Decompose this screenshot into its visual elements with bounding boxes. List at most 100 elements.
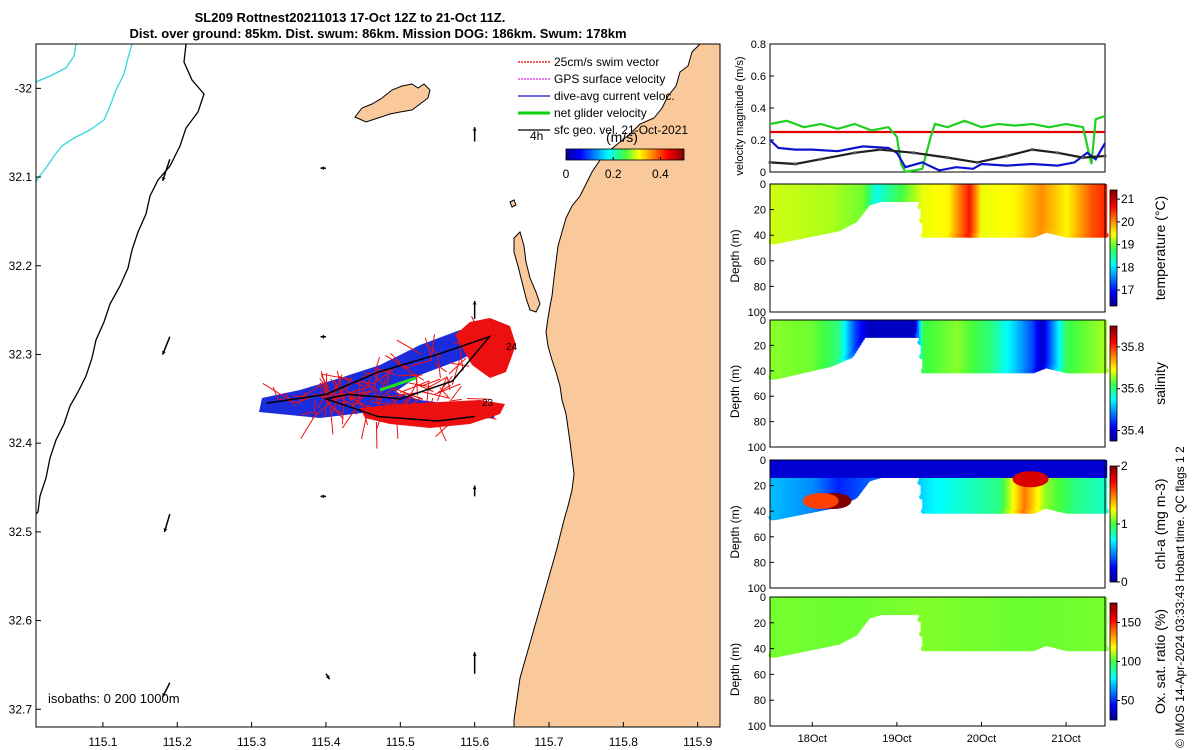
section-cell	[1027, 184, 1030, 236]
section-cell	[1008, 320, 1011, 371]
section-ytick: 20	[754, 481, 766, 493]
section-ytick: 60	[754, 391, 766, 403]
section-surface-cell	[1008, 460, 1011, 478]
velocity-ytick: 0.2	[751, 135, 766, 147]
section-cell	[1006, 597, 1010, 649]
section-cell	[1083, 184, 1086, 236]
section-cell	[824, 597, 827, 645]
section-cell	[786, 597, 790, 653]
section-surface-cell	[776, 460, 779, 478]
section-cell	[1084, 184, 1087, 236]
section-cell	[1067, 184, 1070, 236]
section-cell	[839, 184, 842, 228]
section-surface-cell	[966, 460, 969, 478]
section-cell	[803, 184, 807, 236]
swim-vector	[320, 375, 329, 389]
section-cell	[942, 597, 945, 649]
section-surface-cell	[1005, 460, 1008, 478]
section-surface-cell	[1084, 460, 1087, 478]
section-cell	[832, 460, 835, 506]
section-cell	[893, 597, 896, 613]
section-cell	[922, 597, 925, 649]
section-cell	[1086, 184, 1089, 236]
section-cell	[807, 460, 810, 511]
section-cell	[837, 460, 840, 505]
section-cell	[1083, 460, 1086, 512]
section-surface-cell	[945, 460, 949, 478]
section-surface-cell	[998, 460, 1001, 478]
section-cell	[1103, 184, 1106, 236]
section-cell	[1093, 597, 1096, 649]
section-surface-cell	[1064, 460, 1067, 478]
section-cell	[913, 320, 917, 336]
section-surface-cell	[819, 460, 822, 478]
section-cell	[1057, 320, 1060, 369]
section-ytick: 80	[754, 695, 766, 707]
section-cell	[1088, 184, 1091, 236]
section-cell	[797, 460, 800, 513]
section-cell	[827, 320, 830, 365]
section-surface-cell	[822, 460, 825, 478]
section-cell	[967, 320, 971, 371]
section-surface-cell	[788, 460, 791, 478]
section-cell	[851, 460, 854, 498]
section-cell	[905, 597, 908, 613]
section-surface-cell	[939, 460, 942, 478]
section-cell	[1003, 460, 1006, 512]
section-cell	[1015, 184, 1018, 236]
section-cell	[1071, 320, 1074, 371]
section-cell	[890, 597, 893, 613]
section-cell	[959, 184, 962, 236]
section-cell	[962, 460, 966, 512]
geo-vector-head	[320, 494, 325, 499]
swim-vector	[312, 399, 334, 419]
section-surface-cell	[900, 460, 903, 478]
section-cell	[1008, 184, 1011, 236]
section-cell	[917, 184, 920, 200]
section-cell	[1105, 184, 1108, 236]
section-surface-cell	[1081, 460, 1084, 478]
section-cell	[778, 184, 781, 241]
velocity-series-point	[1005, 154, 1009, 158]
section-ytick: 20	[754, 340, 766, 352]
map-xtick-label: 115.4	[311, 735, 340, 749]
section-cell	[1040, 184, 1043, 232]
section-cell	[863, 320, 866, 336]
section-cell	[986, 460, 989, 512]
garden-island	[513, 231, 541, 313]
section-cell	[861, 320, 864, 338]
section-cell	[1040, 320, 1043, 368]
section-surface-cell	[1011, 460, 1015, 478]
section-cell	[1025, 597, 1028, 649]
section-cell	[813, 460, 817, 510]
section-cell	[863, 597, 866, 622]
section-surface-cell	[1039, 460, 1042, 478]
section-surface-cell	[1094, 460, 1098, 478]
section-surface-cell	[888, 460, 891, 478]
section-surface-cell	[1079, 460, 1082, 478]
section-surface-cell	[976, 460, 979, 478]
section-cell	[885, 320, 888, 336]
section-surface-cell	[1001, 460, 1004, 478]
section-colorbar-tick: 1	[1121, 517, 1128, 531]
section-cell	[1001, 460, 1004, 512]
section-cell	[812, 460, 815, 510]
section-cell	[1086, 460, 1089, 512]
section-cell	[918, 597, 922, 620]
section-cell	[942, 320, 945, 371]
section-cell	[1086, 597, 1089, 649]
section-cell	[827, 597, 830, 645]
section-cell	[957, 597, 960, 649]
section-cell	[976, 460, 979, 512]
section-cell	[905, 184, 908, 200]
section-cell	[857, 597, 861, 629]
section-cell	[852, 597, 856, 635]
geo-vector-head	[163, 528, 168, 533]
section-cell	[1023, 597, 1026, 649]
section-cell	[1093, 184, 1096, 236]
section-colorbar-tick: 2	[1121, 459, 1128, 473]
section-colorbar-label: temperature (°C)	[1152, 196, 1168, 300]
section-cell	[1054, 184, 1057, 233]
section-surface-cell	[1006, 460, 1010, 478]
section-cell	[923, 460, 927, 512]
